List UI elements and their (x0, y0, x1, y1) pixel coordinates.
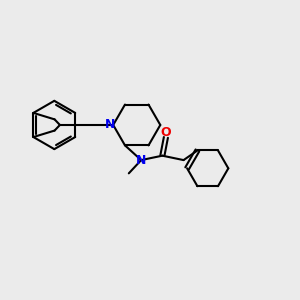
Text: N: N (104, 118, 115, 131)
Text: O: O (160, 126, 171, 139)
Text: N: N (136, 154, 146, 166)
